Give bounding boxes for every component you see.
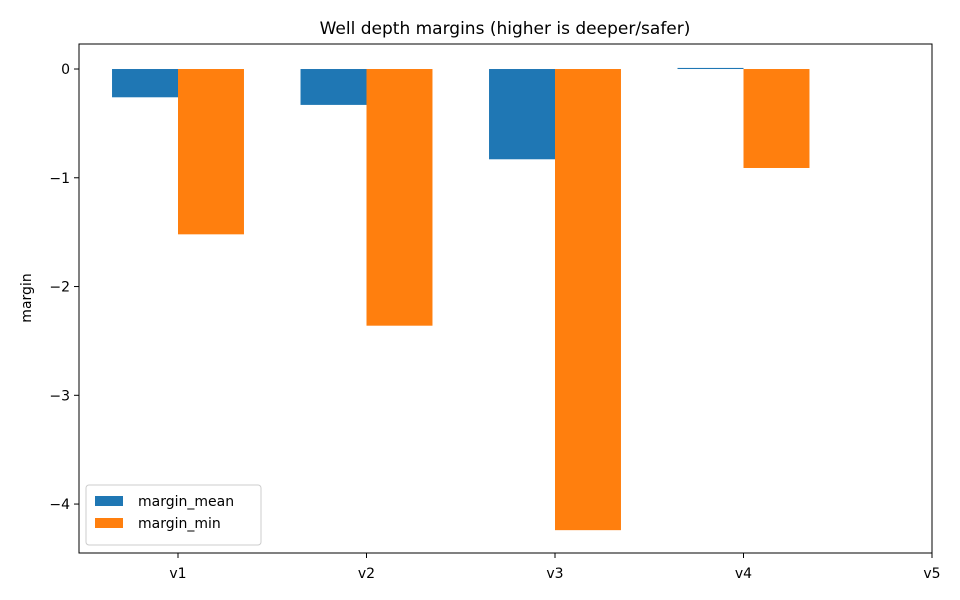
y-tick-label: 0 (61, 62, 70, 78)
chart-title: Well depth margins (higher is deeper/saf… (320, 19, 691, 39)
bar-margin_min-v1 (178, 69, 244, 235)
bar-margin_mean-v4 (677, 67, 744, 70)
bar-margin_mean-v3 (489, 69, 555, 160)
bar-margin_min-v4 (743, 69, 810, 168)
axes-frame (78, 43, 933, 554)
legend-swatch-margin_mean (95, 496, 123, 506)
x-tick-label: v3 (546, 566, 563, 582)
legend-box (85, 484, 262, 546)
x-tick-label: v5 (923, 566, 940, 582)
legend-label-margin_mean: margin_mean (138, 494, 234, 510)
plot-area: 0 −1 −2 −3 −4 v1 v2 v3 v4 v5 (49, 43, 941, 582)
y-tick-label: −3 (49, 388, 70, 404)
y-tick-label: −4 (49, 497, 70, 513)
bar-margin_min-v2 (366, 69, 433, 326)
legend: margin_mean margin_min (85, 484, 262, 546)
bar-margin_mean-v1 (112, 69, 178, 98)
x-tick-label: v1 (169, 566, 186, 582)
y-axis-label: margin (19, 273, 35, 322)
x-tick-label: v4 (735, 566, 752, 582)
bar-margin_mean-v2 (300, 69, 367, 105)
x-tick-label: v2 (358, 566, 375, 582)
y-tick-label: −1 (49, 171, 70, 187)
bar-margin_min-v3 (555, 69, 621, 531)
y-tick-label: −2 (49, 280, 70, 296)
legend-label-margin_min: margin_min (138, 516, 221, 532)
legend-swatch-margin_min (95, 518, 123, 528)
